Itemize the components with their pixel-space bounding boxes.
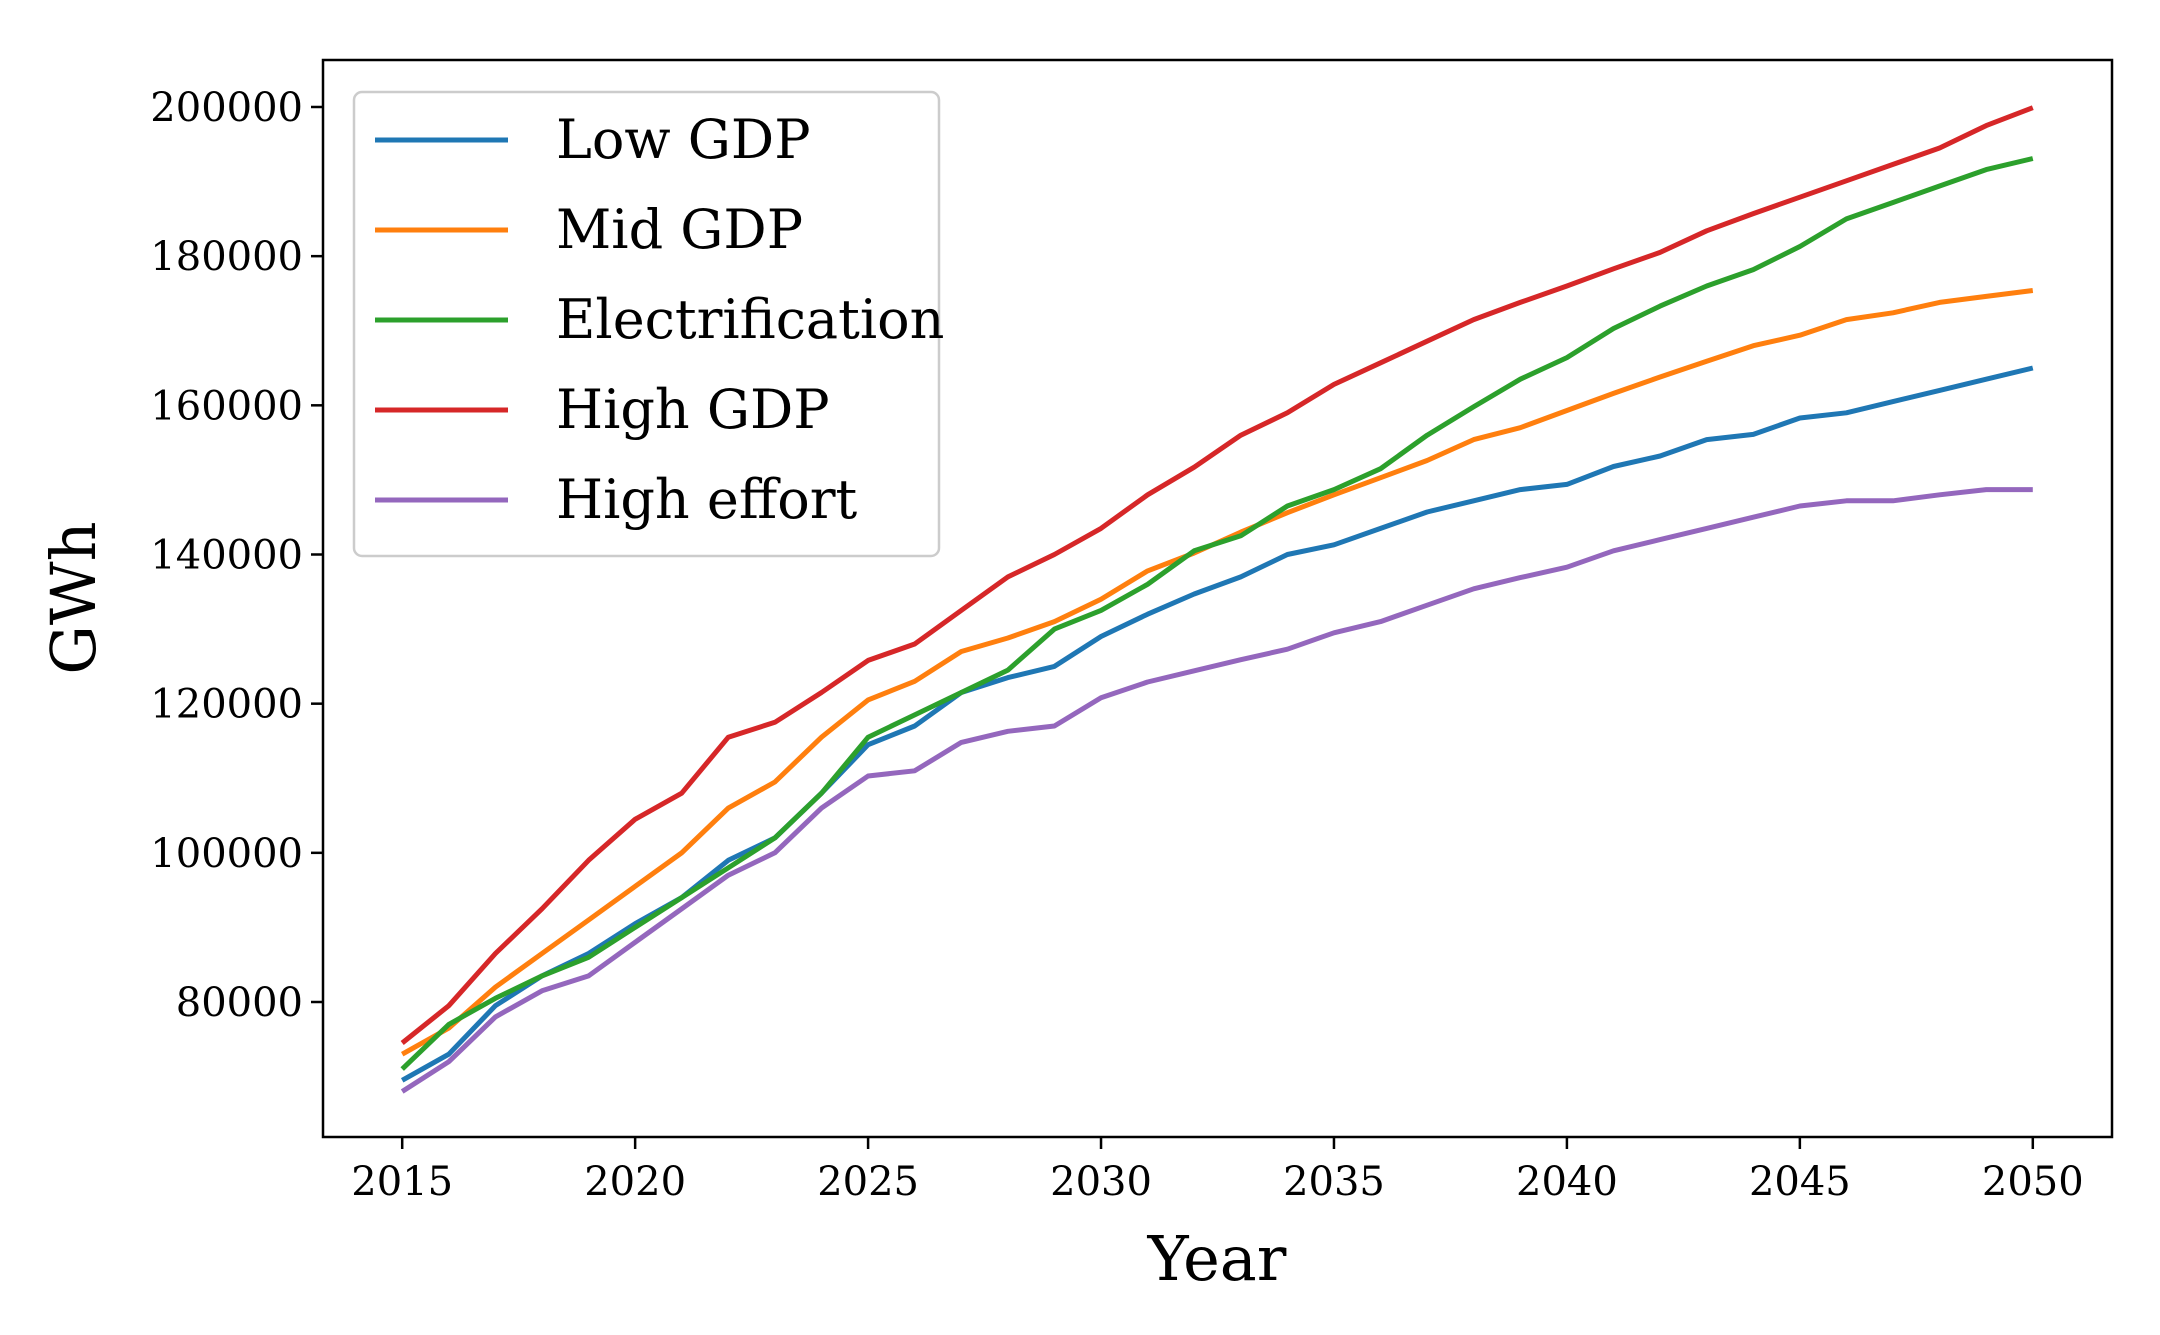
legend-label-0: Low GDP [556,108,811,171]
legend: Low GDP Mid GDP Electrification High GDP Hig… [352,90,944,558]
series-line-3 [400,105,2034,1045]
legend-label-4: High effort [556,468,858,531]
legend-label-2: Electrification [556,288,944,351]
x-tick-label: 2020 [584,1159,686,1205]
x-tick-label: 2035 [1283,1159,1385,1205]
y-axis-title: GWh [37,521,110,674]
series-lines [400,105,2034,1094]
x-tick-label: 2045 [1749,1159,1851,1205]
y-tick-label: 200000 [150,85,303,131]
y-tick-label: 80000 [176,980,303,1026]
x-axis-ticks: 2015 2020 2025 2030 2035 2040 2045 2050 [351,1137,2084,1205]
legend-label-1: Mid GDP [556,198,803,261]
x-tick-label: 2025 [817,1159,919,1205]
x-axis-title: Year [1147,1222,1287,1295]
y-tick-label: 120000 [150,682,303,728]
x-tick-label: 2030 [1050,1159,1152,1205]
plot-area-frame [321,58,2114,1139]
y-axis-ticks: 80000 100000 120000 140000 160000 180000 20000… [150,85,323,1026]
legend-frame [352,90,941,558]
series-line-4 [400,487,2033,1094]
y-tick-label: 180000 [150,234,303,280]
series-line-2 [400,156,2034,1071]
x-tick-label: 2015 [351,1159,453,1205]
x-tick-label: 2040 [1516,1159,1618,1205]
y-tick-label: 100000 [150,831,303,877]
y-tick-label: 140000 [150,532,303,578]
legend-label-3: High GDP [556,378,830,441]
y-tick-label: 160000 [150,383,303,429]
x-tick-label: 2050 [1982,1159,2084,1205]
